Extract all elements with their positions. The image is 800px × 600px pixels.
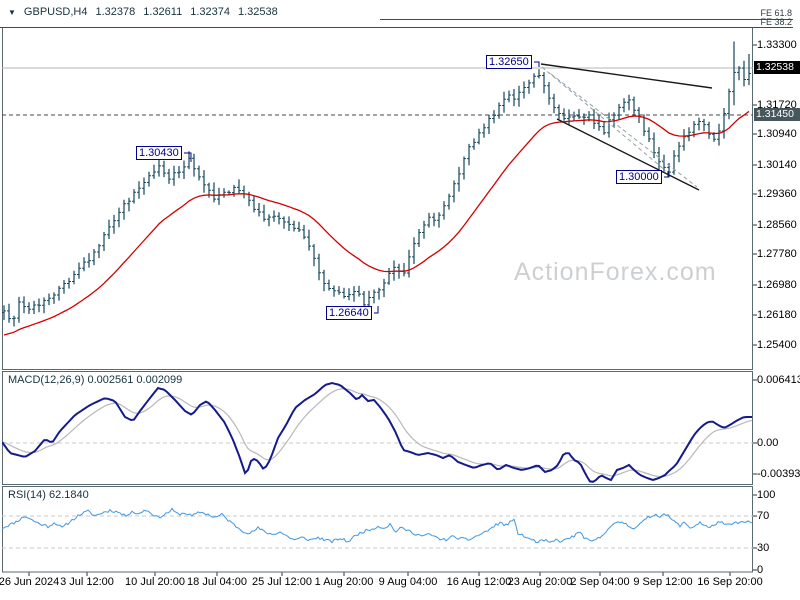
annotation-connector [534, 61, 540, 67]
axis-ticks [28, 44, 757, 576]
support-level-tag: 1.31450 [754, 108, 800, 121]
reference-line [540, 63, 713, 89]
annotation-connector [374, 306, 379, 314]
high-value: 1.32611 [143, 6, 183, 18]
symbol-dropdown-icon[interactable]: ▼ [8, 7, 16, 17]
chart-header: ▼ GBPUSD,H4 1.32378 1.32611 1.32374 1.32… [8, 6, 278, 18]
panel-border [2, 371, 753, 485]
low-value: 1.32374 [190, 6, 230, 18]
annotation-connector [184, 152, 192, 162]
macd-signal-line [2, 388, 753, 478]
panel-border [2, 27, 753, 370]
candles-layer [2, 41, 751, 327]
close-value: 1.32538 [237, 6, 278, 18]
reference-line [541, 66, 667, 172]
moving-average-line [3, 110, 750, 336]
annotation-connector [664, 171, 669, 178]
macd-line [2, 381, 752, 483]
reference-line [556, 118, 700, 191]
reference-line [550, 73, 698, 188]
symbol-label: GBPUSD,H4 [23, 6, 88, 18]
current-price-tag: 1.32538 [754, 61, 800, 74]
panel-border [2, 486, 753, 573]
rsi-line [2, 507, 753, 544]
open-value: 1.32378 [95, 6, 136, 18]
